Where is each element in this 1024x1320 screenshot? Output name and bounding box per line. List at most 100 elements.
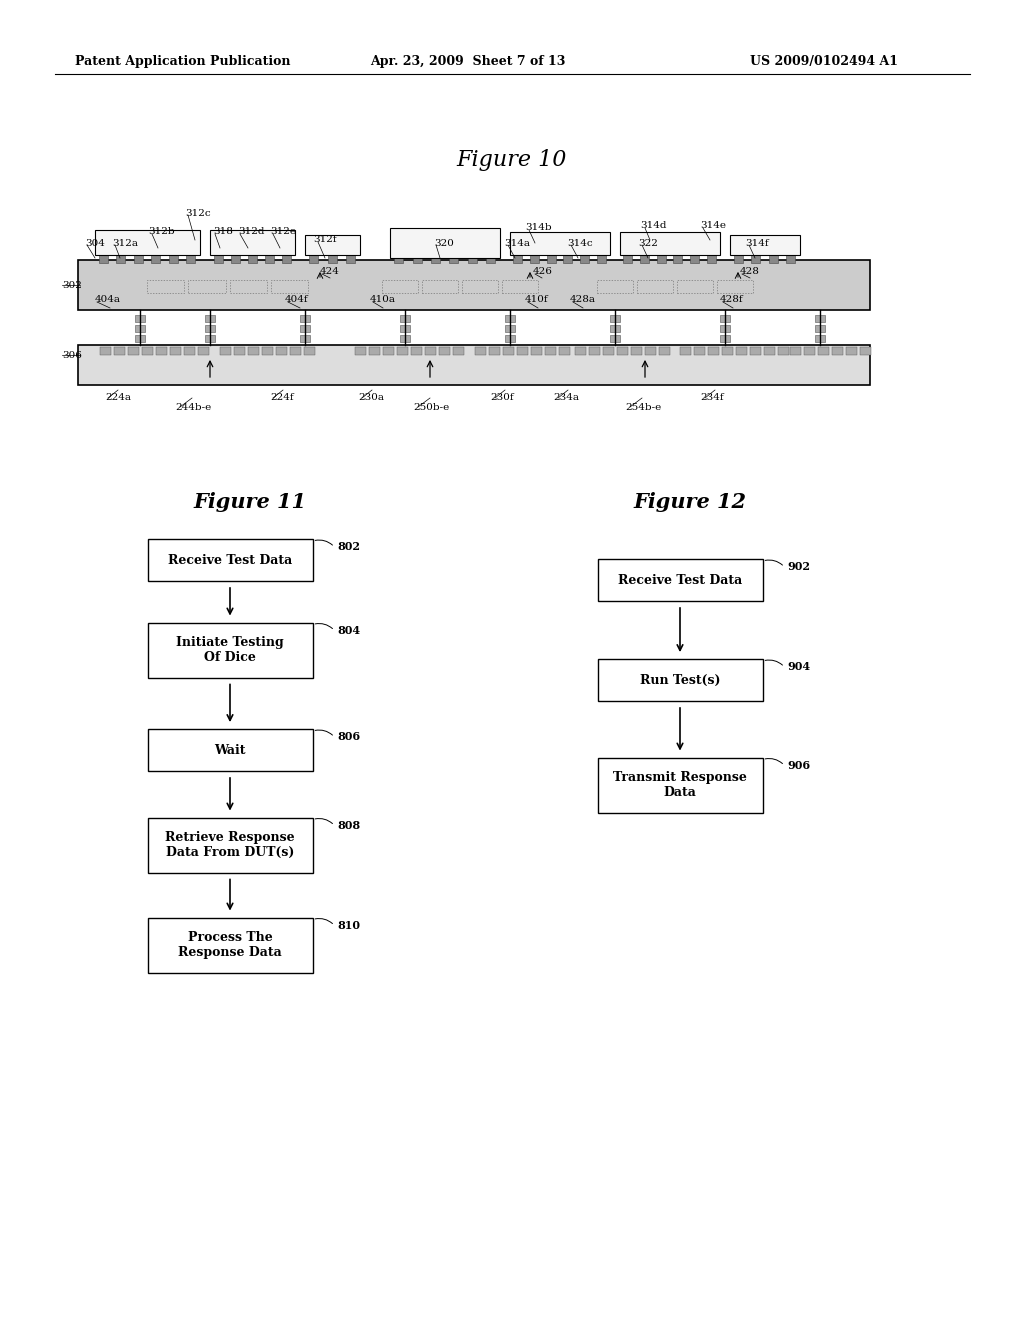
Bar xyxy=(610,325,620,333)
Bar xyxy=(205,335,215,342)
Bar xyxy=(489,347,500,355)
Bar xyxy=(750,347,761,355)
Text: 904: 904 xyxy=(787,661,811,672)
Bar xyxy=(597,758,763,813)
Bar xyxy=(485,253,495,263)
Bar xyxy=(135,325,145,333)
Text: 234f: 234f xyxy=(700,393,724,403)
Bar xyxy=(248,347,259,355)
Bar xyxy=(147,729,312,771)
Bar xyxy=(597,280,633,293)
Text: 404a: 404a xyxy=(95,296,121,305)
Bar xyxy=(720,315,730,322)
Text: Run Test(s): Run Test(s) xyxy=(640,673,720,686)
Bar xyxy=(390,228,500,257)
Bar xyxy=(114,347,125,355)
Text: 428f: 428f xyxy=(720,296,743,305)
Bar xyxy=(752,253,760,263)
Text: 320: 320 xyxy=(434,239,454,248)
Bar xyxy=(846,347,857,355)
Bar xyxy=(453,347,464,355)
Bar xyxy=(620,232,720,255)
Bar xyxy=(383,347,394,355)
Bar xyxy=(282,253,291,263)
Text: 314d: 314d xyxy=(640,220,667,230)
Text: 314f: 314f xyxy=(745,239,769,248)
Bar xyxy=(736,347,746,355)
Bar xyxy=(439,347,450,355)
Text: 404f: 404f xyxy=(285,296,308,305)
Bar xyxy=(346,253,355,263)
Text: 428: 428 xyxy=(740,268,760,276)
Bar xyxy=(305,235,360,255)
Bar xyxy=(720,325,730,333)
Text: Patent Application Publication: Patent Application Publication xyxy=(75,55,291,69)
Text: 314c: 314c xyxy=(567,239,593,248)
Bar xyxy=(597,253,605,263)
Text: 314a: 314a xyxy=(504,239,530,248)
Bar xyxy=(603,347,614,355)
Bar xyxy=(425,347,436,355)
Bar xyxy=(431,253,440,263)
Text: 306: 306 xyxy=(62,351,82,359)
Bar xyxy=(397,347,408,355)
Bar xyxy=(708,347,719,355)
Bar xyxy=(637,280,673,293)
Bar xyxy=(617,347,628,355)
Bar xyxy=(530,253,539,263)
Bar xyxy=(328,253,337,263)
Bar xyxy=(674,253,682,263)
Text: 322: 322 xyxy=(638,239,657,248)
Text: 906: 906 xyxy=(787,760,811,771)
Text: 312b: 312b xyxy=(148,227,175,236)
Text: 244b-e: 244b-e xyxy=(175,403,211,412)
Bar xyxy=(690,253,699,263)
Text: Figure 10: Figure 10 xyxy=(457,149,567,172)
Bar xyxy=(505,315,515,322)
Bar xyxy=(95,230,200,255)
Bar xyxy=(680,347,691,355)
Bar xyxy=(778,347,790,355)
Bar xyxy=(117,253,125,263)
Bar xyxy=(186,253,196,263)
Bar xyxy=(804,347,815,355)
Bar xyxy=(100,347,111,355)
Bar xyxy=(230,253,240,263)
Text: Receive Test Data: Receive Test Data xyxy=(168,553,292,566)
Bar xyxy=(730,235,800,255)
Bar xyxy=(645,347,656,355)
Bar xyxy=(156,347,167,355)
Bar xyxy=(468,253,476,263)
Bar xyxy=(413,253,422,263)
Bar xyxy=(248,253,256,263)
Bar xyxy=(394,253,403,263)
Bar xyxy=(640,253,649,263)
Bar xyxy=(290,347,301,355)
Bar xyxy=(229,280,266,293)
Text: Apr. 23, 2009  Sheet 7 of 13: Apr. 23, 2009 Sheet 7 of 13 xyxy=(370,55,565,69)
Text: Figure 12: Figure 12 xyxy=(634,492,746,512)
Bar xyxy=(264,253,273,263)
Text: Transmit Response
Data: Transmit Response Data xyxy=(613,771,746,799)
Bar xyxy=(475,347,486,355)
Bar xyxy=(78,260,870,310)
Bar xyxy=(300,325,310,333)
Bar xyxy=(531,347,542,355)
Bar xyxy=(610,315,620,322)
Bar xyxy=(589,347,600,355)
Bar xyxy=(234,347,245,355)
Bar xyxy=(818,347,829,355)
Text: 424: 424 xyxy=(319,268,340,276)
Bar xyxy=(147,917,312,973)
Text: 318: 318 xyxy=(213,227,232,236)
Bar xyxy=(210,230,295,255)
Text: 804: 804 xyxy=(338,624,360,636)
Bar xyxy=(400,335,410,342)
Text: 304: 304 xyxy=(85,239,104,248)
Bar xyxy=(276,347,287,355)
Bar xyxy=(831,347,843,355)
Text: 312d: 312d xyxy=(238,227,264,236)
Bar xyxy=(610,335,620,342)
Bar xyxy=(786,253,796,263)
Text: 230a: 230a xyxy=(358,393,384,403)
